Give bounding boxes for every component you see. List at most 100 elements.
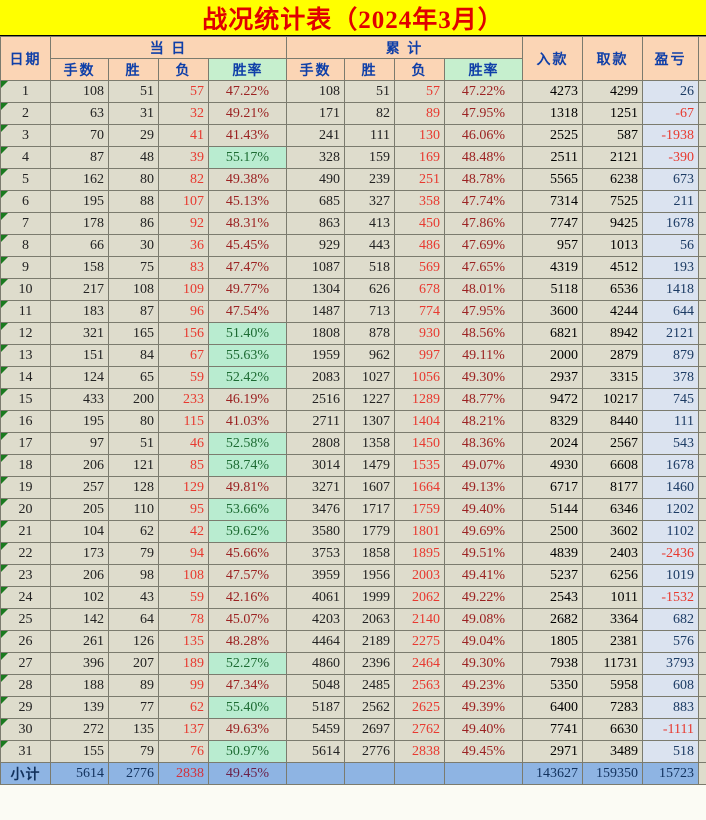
table-row: 25 142 64 78 45.07% 4203 2063 2140 49.08% 2682 336… [0,608,706,631]
today-win: 43 [108,586,159,609]
profit: -2436 [642,542,699,565]
today-win: 135 [108,718,159,741]
comment-indicator-icon [1,521,8,528]
today-hands: 206 [50,564,109,587]
today-rate: 52.27% [208,652,287,675]
cum-loss: 1759 [394,498,445,521]
row-date: 8 [0,234,51,257]
turnover: 6511 [698,124,706,147]
cum-rate: 49.51% [444,542,523,565]
cum-hands: 1808 [286,322,345,345]
table-row: 15 433 200 233 46.19% 2516 1227 1289 48.77% 9472 1… [0,388,706,411]
turnover: 11664 [698,740,706,763]
cum-loss: 569 [394,256,445,279]
today-win: 110 [108,498,159,521]
today-win: 51 [108,80,159,103]
profit: 1678 [642,454,699,477]
today-loss: 115 [158,410,209,433]
table-row: 27 396 207 189 52.27% 4860 2396 2464 49.30% 7938 1… [0,652,706,675]
table-row: 28 188 89 99 47.34% 5048 2485 2563 49.23% 5350 595… [0,674,706,697]
today-win: 77 [108,696,159,719]
turnover: 6304 [698,344,706,367]
cum-win: 1956 [344,564,395,587]
withdraw: 2879 [582,344,643,367]
today-hands: 195 [50,410,109,433]
header-turnover: 流水 [698,36,706,81]
header-deposit: 入款 [522,36,583,81]
turnover: 14227 [698,564,706,587]
cum-rate: 48.78% [444,168,523,191]
today-loss: 82 [158,168,209,191]
today-rate: 45.45% [208,234,287,257]
today-win: 80 [108,168,159,191]
turnover: 4045 [698,520,706,543]
today-rate: 49.77% [208,278,287,301]
withdraw: 1013 [582,234,643,257]
header-today-hands: 手数 [50,58,109,81]
today-hands: 188 [50,674,109,697]
profit: 608 [642,674,699,697]
profit: 2121 [642,322,699,345]
total-today-rate: 49.45% [208,762,287,785]
deposit: 8329 [522,410,583,433]
row-date: 30 [0,718,51,741]
profit: 1678 [642,212,699,235]
comment-indicator-icon [1,565,8,572]
deposit: 6400 [522,696,583,719]
cum-win: 2485 [344,674,395,697]
comment-indicator-icon [1,719,8,726]
withdraw: 8942 [582,322,643,345]
row-date: 4 [0,146,51,169]
table-row: 20 205 110 95 53.66% 3476 1717 1759 49.40% 5144 63… [0,498,706,521]
cum-rate: 47.95% [444,300,523,323]
row-date: 15 [0,388,51,411]
profit: 26 [642,80,699,103]
today-rate: 58.74% [208,454,287,477]
cum-loss: 1056 [394,366,445,389]
total-withdraw: 159350 [582,762,643,785]
deposit: 2500 [522,520,583,543]
today-hands: 102 [50,586,109,609]
profit: 56 [642,234,699,257]
withdraw: 6238 [582,168,643,191]
comment-indicator-icon [1,675,8,682]
cum-hands: 1304 [286,278,345,301]
cum-loss: 486 [394,234,445,257]
comment-indicator-icon [1,147,8,154]
cum-hands: 2808 [286,432,345,455]
table-row: 263313249.21%171828947.95%13181251-67257… [0,102,706,125]
today-rate: 48.31% [208,212,287,235]
row-date: 18 [0,454,51,477]
cum-rate: 49.13% [444,476,523,499]
cum-loss: 2140 [394,608,445,631]
today-rate: 47.34% [208,674,287,697]
today-rate: 46.19% [208,388,287,411]
today-hands: 70 [50,124,109,147]
cum-hands: 1487 [286,300,345,323]
today-win: 86 [108,212,159,235]
header-today-win: 胜 [108,58,159,81]
cum-rate: 48.56% [444,322,523,345]
today-hands: 151 [50,344,109,367]
cum-rate: 49.69% [444,520,523,543]
deposit: 3600 [522,300,583,323]
profit: 1418 [642,278,699,301]
withdraw: 2403 [582,542,643,565]
today-rate: 45.13% [208,190,287,213]
row-date: 6 [0,190,51,213]
cum-loss: 2003 [394,564,445,587]
withdraw: 2121 [582,146,643,169]
cum-win: 2189 [344,630,395,653]
withdraw: 8440 [582,410,643,433]
today-hands: 433 [50,388,109,411]
table-row: 3 70 29 41 41.43% 241 111 130 46.06% 2525 587 -1938… [0,124,706,147]
turnover: 37345 [698,388,706,411]
comment-indicator-icon [1,389,8,396]
table-row: 1108515747.22%108515747.22%4273429926630… [0,80,706,103]
profit: -1532 [642,586,699,609]
cum-hands: 1959 [286,344,345,367]
today-loss: 39 [158,146,209,169]
today-hands: 104 [50,520,109,543]
today-rate: 49.38% [208,168,287,191]
